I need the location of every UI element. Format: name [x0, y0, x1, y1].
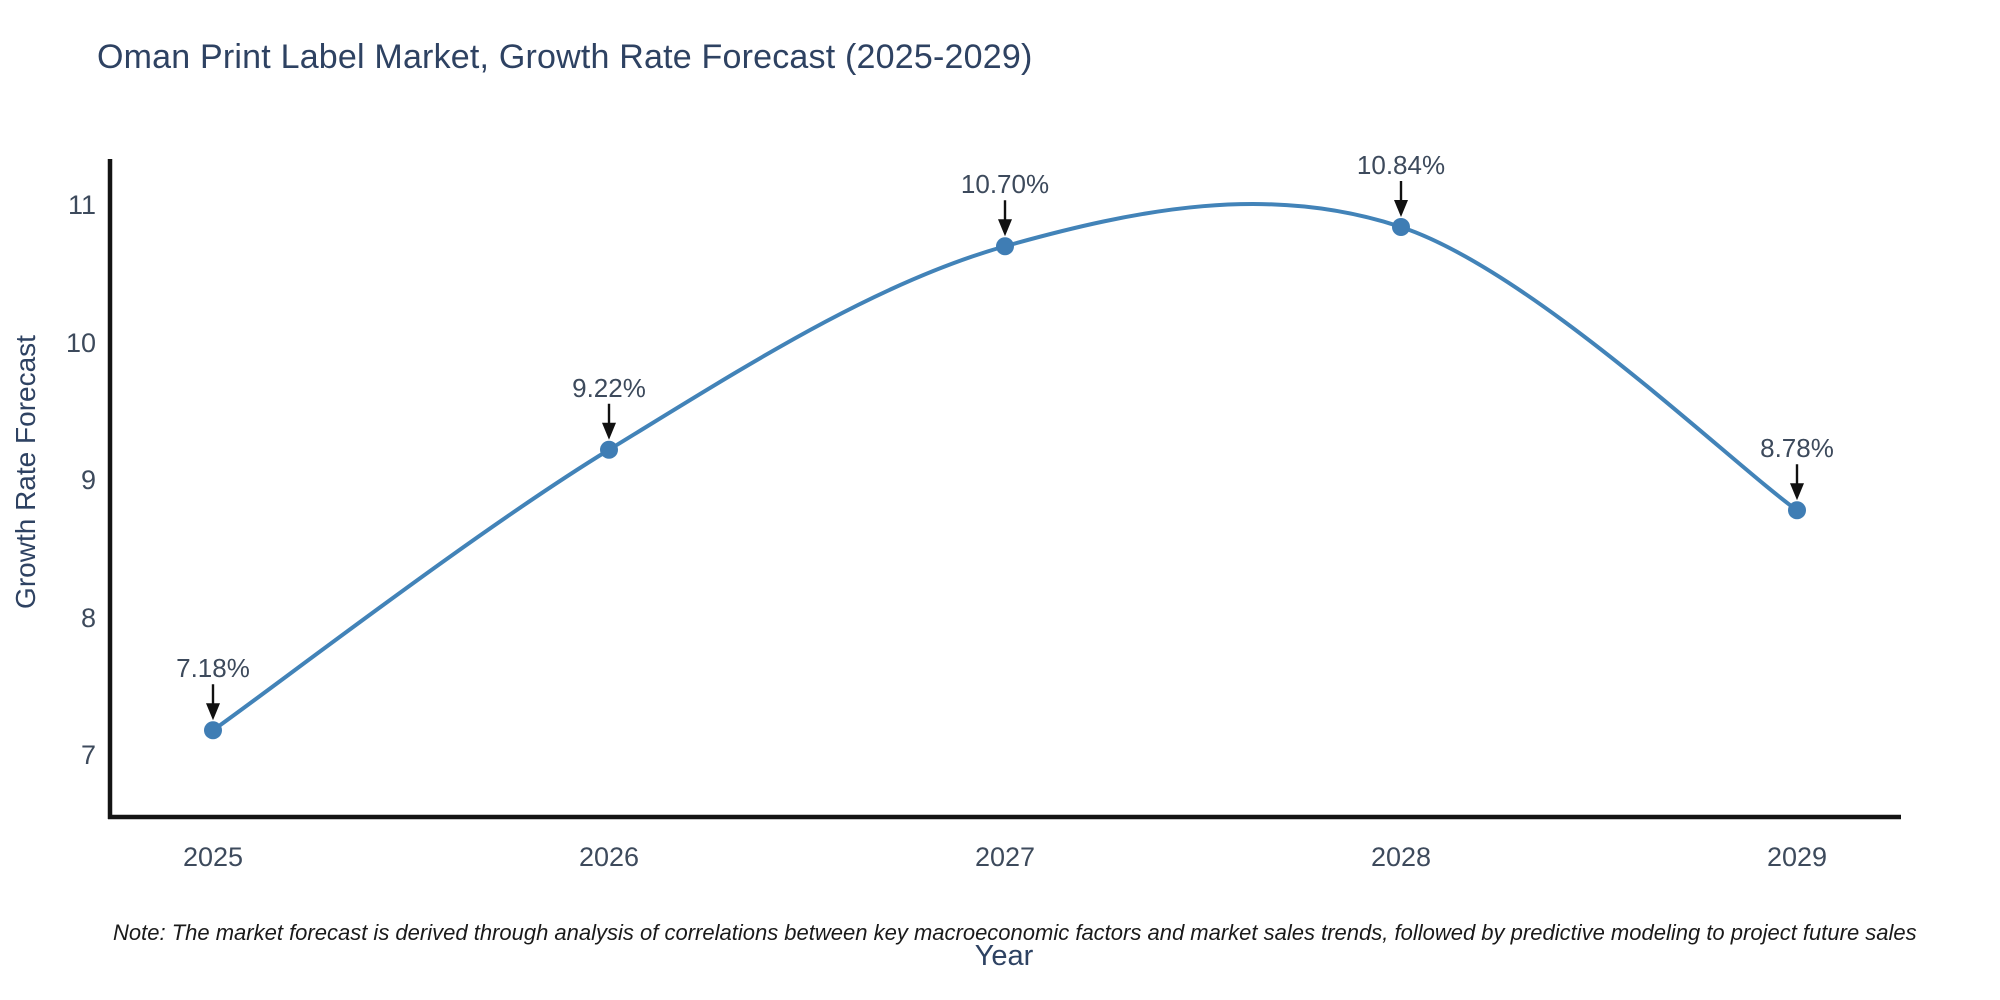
y-tick-label: 10 — [65, 327, 96, 358]
data-point-marker — [996, 237, 1014, 256]
data-point-value-label: 9.22% — [572, 372, 646, 403]
x-tick-label: 2029 — [1766, 842, 1828, 872]
data-point-marker — [204, 721, 222, 740]
y-tick-label: 7 — [80, 740, 96, 770]
data-point-value-label: 8.78% — [1760, 433, 1834, 464]
x-axis-title: Year — [974, 940, 1034, 972]
x-tick-label: 2027 — [974, 842, 1036, 872]
y-tick-label: 8 — [80, 602, 96, 633]
data-point-value-label: 10.70% — [960, 169, 1050, 200]
data-point-marker — [600, 440, 618, 459]
annotation-arrowhead — [998, 219, 1012, 237]
y-axis-title: Growth Rate Forecast — [10, 335, 41, 609]
x-tick-label: 2026 — [578, 842, 640, 872]
annotation-arrowhead — [1790, 483, 1804, 501]
data-point-value-label: 7.18% — [176, 653, 250, 684]
chart-title: Oman Print Label Market, Growth Rate For… — [97, 38, 1033, 76]
data-point-marker — [1788, 501, 1806, 520]
y-tick-label: 9 — [80, 465, 96, 495]
x-tick-label: 2028 — [1370, 842, 1432, 872]
data-point-value-label: 10.84% — [1356, 150, 1446, 180]
annotation-arrowhead — [206, 703, 220, 721]
x-tick-label: 2025 — [182, 842, 244, 872]
trend-line — [211, 201, 1799, 733]
y-tick-label: 11 — [67, 190, 96, 220]
footnote: Note: The market forecast is derived thr… — [113, 920, 1917, 945]
annotation-arrowhead — [602, 422, 616, 440]
annotation-arrowhead — [1394, 200, 1408, 217]
data-point-marker — [1392, 218, 1410, 236]
